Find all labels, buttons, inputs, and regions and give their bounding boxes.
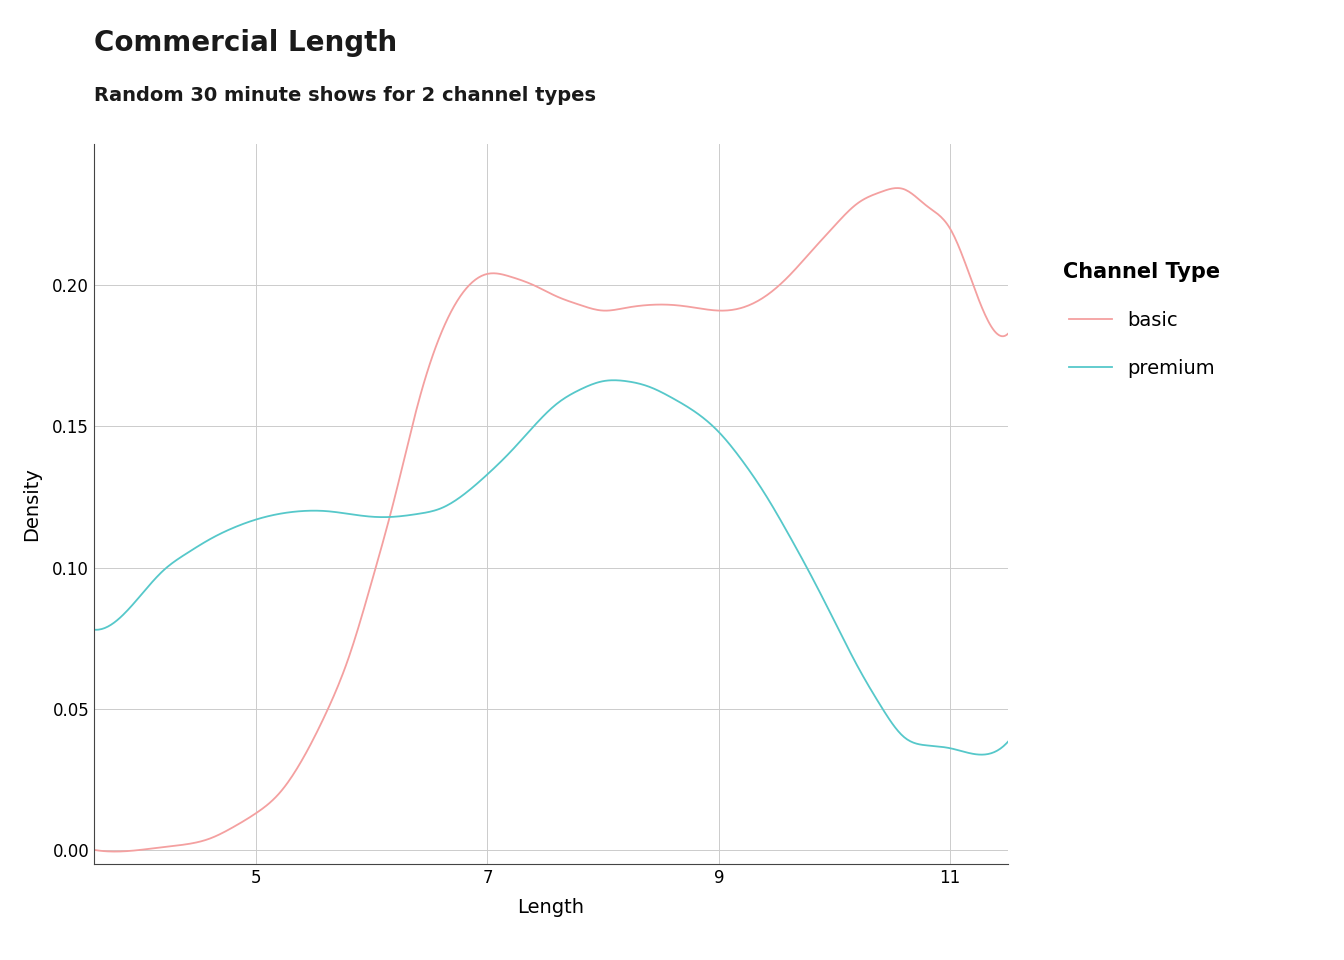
premium (500, 449, 516, 461)
basic (626, 300, 642, 312)
Text: Commercial Length: Commercial Length (94, 29, 398, 57)
Line: basic: basic (94, 188, 1008, 852)
basic (323, 698, 339, 709)
premium (626, 376, 642, 388)
premium (321, 506, 337, 517)
basic (698, 303, 714, 315)
basic (249, 806, 265, 818)
X-axis label: Length: Length (517, 898, 585, 917)
basic (501, 271, 517, 282)
Line: premium: premium (94, 380, 1008, 755)
Text: Random 30 minute shows for 2 channel types: Random 30 minute shows for 2 channel typ… (94, 86, 597, 106)
basic (775, 276, 792, 287)
premium (775, 520, 792, 532)
basic (888, 182, 905, 194)
premium (698, 415, 714, 426)
basic (86, 844, 102, 855)
basic (108, 846, 124, 857)
basic (1000, 328, 1016, 340)
premium (247, 514, 263, 525)
Legend: basic, premium: basic, premium (1063, 262, 1220, 378)
premium (86, 624, 102, 636)
premium (974, 749, 991, 760)
Y-axis label: Density: Density (23, 468, 42, 540)
premium (606, 374, 622, 386)
premium (1000, 736, 1016, 748)
